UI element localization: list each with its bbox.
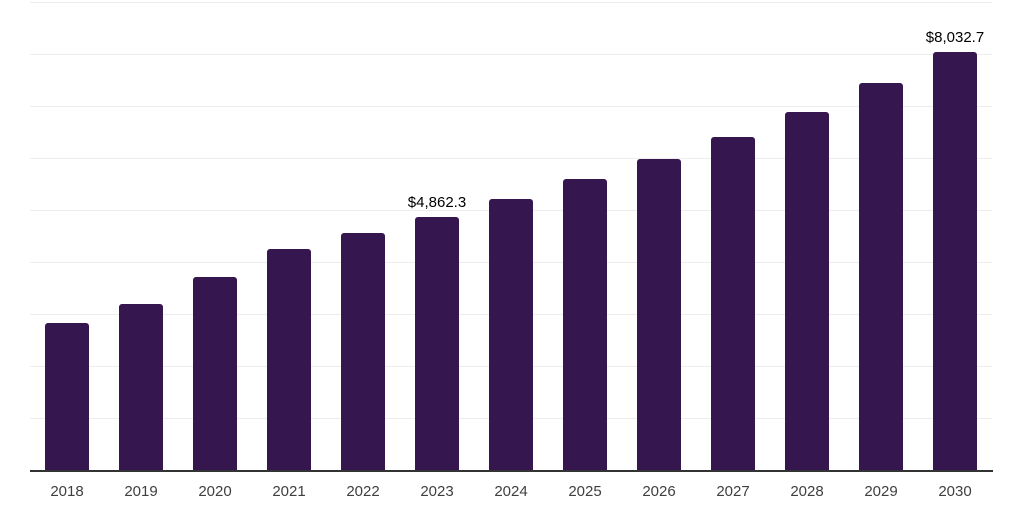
- data-label-2023: $4,862.3: [407, 194, 467, 212]
- x-tick-label-2021: 2021: [272, 483, 306, 500]
- x-tick-label-2028: 2028: [790, 483, 824, 500]
- bar-2026: [637, 159, 681, 470]
- bar-group-2018: [30, 2, 104, 470]
- bar-group-2025: [548, 2, 622, 470]
- bar-group-2029: [844, 2, 918, 470]
- bar-2023: [415, 217, 459, 470]
- bar-2024: [489, 198, 533, 470]
- x-axis-line: [30, 470, 993, 472]
- bar-group-2022: [326, 2, 400, 470]
- x-tick-label-2026: 2026: [642, 483, 676, 500]
- bar-group-2028: [770, 2, 844, 470]
- gridline-7000: [30, 106, 992, 107]
- bar-group-2019: [104, 2, 178, 470]
- gridline-8000: [30, 54, 992, 56]
- plot-area: $4,862.3 $8,032.7: [30, 2, 992, 470]
- bar-2029: [859, 83, 903, 470]
- bar-2022: [341, 232, 385, 470]
- bar-2018: [45, 323, 89, 470]
- x-axis-tick-labels: 2018 2019 2020 2021 2022 2023 2024 2025 2026 2027…: [30, 484, 992, 499]
- bars-layer: $4,862.3 $8,032.7: [30, 2, 992, 470]
- bar-group-2020: [178, 2, 252, 470]
- bar-2028: [785, 111, 829, 470]
- bar-2021: [267, 249, 311, 470]
- bar-group-2030: $8,032.7: [918, 2, 992, 470]
- bar-group-2024: [474, 2, 548, 470]
- x-tick-label-2024: 2024: [494, 483, 528, 500]
- x-tick-label-2025: 2025: [568, 483, 602, 500]
- bar-group-2027: [696, 2, 770, 470]
- x-tick-label-2018: 2018: [50, 483, 84, 500]
- bar-2030: [933, 52, 977, 470]
- x-tick-label-2029: 2029: [864, 483, 898, 500]
- bar-group-2021: [252, 2, 326, 470]
- bar-2027: [711, 137, 755, 470]
- gridline-6000: [30, 158, 992, 160]
- data-label-2030: $8,032.7: [925, 29, 985, 47]
- bar-2020: [193, 276, 237, 470]
- x-tick-label-2019: 2019: [124, 483, 158, 500]
- x-tick-label-2030: 2030: [938, 483, 972, 500]
- bar-group-2023: $4,862.3: [400, 2, 474, 470]
- x-tick-label-2023: 2023: [420, 483, 454, 500]
- bar-group-2026: [622, 2, 696, 470]
- bar-2025: [563, 179, 607, 470]
- x-tick-label-2027: 2027: [716, 483, 750, 500]
- x-tick-label-2022: 2022: [346, 483, 380, 500]
- bar-2019: [119, 304, 163, 470]
- gridline-9000: [30, 2, 992, 3]
- x-tick-label-2020: 2020: [198, 483, 232, 500]
